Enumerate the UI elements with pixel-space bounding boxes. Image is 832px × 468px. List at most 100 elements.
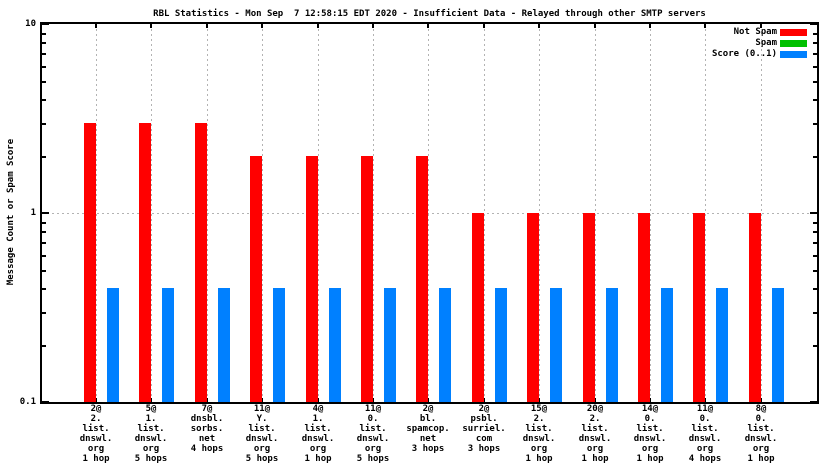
x-tick-label-line: 5 hops	[356, 454, 390, 464]
x-tick-label-line: 0.	[367, 414, 379, 424]
xtick-top-3	[261, 24, 263, 28]
xtick-bottom-11	[704, 398, 706, 402]
legend-swatch-score-0-1	[780, 51, 807, 58]
xtick-top-12	[760, 24, 762, 28]
x-tick-label-line: org	[752, 444, 770, 454]
ytick-minor-right	[813, 270, 817, 272]
xtick-bottom-2	[206, 398, 208, 402]
bar-score-0-1-2	[218, 288, 230, 402]
gridline-x-10	[650, 24, 651, 402]
xtick-bottom-1	[150, 398, 152, 402]
x-tick-label-line: 3 hops	[411, 444, 445, 454]
x-tick-label-line: 8@	[755, 404, 767, 414]
ytick-minor-right	[813, 255, 817, 257]
x-tick-label-7: 2@ psbl. surriel. com 3 hops	[456, 404, 512, 454]
x-tick-label-4: 4@ 1. list. dnswl. org 1 hop	[290, 404, 346, 464]
legend-swatch-spam	[780, 40, 807, 47]
ytick-minor-left	[42, 255, 46, 257]
bar-score-0-1-4	[329, 288, 341, 402]
bar-not-spam-0	[84, 123, 96, 402]
ytick-minor-right	[813, 242, 817, 244]
ytick-major-right-10	[810, 23, 817, 25]
bar-score-0-1-11	[716, 288, 728, 402]
x-tick-label-3: 11@ Y. list. dnswl. org 5 hops	[234, 404, 290, 464]
x-tick-label-line: 1.	[312, 414, 324, 424]
x-tick-label-line: 3 hops	[467, 444, 501, 454]
legend-label-not-spam: Not Spam	[733, 27, 777, 37]
x-tick-label-line: 2.	[90, 414, 102, 424]
x-tick-label-line: dnswl.	[301, 434, 335, 444]
bar-not-spam-6	[416, 156, 428, 402]
bar-score-0-1-12	[772, 288, 784, 402]
xtick-top-8	[538, 24, 540, 28]
ytick-minor-right	[813, 123, 817, 125]
xtick-top-5	[372, 24, 374, 28]
ytick-minor-right	[813, 231, 817, 233]
x-tick-label-line: 2@	[478, 404, 490, 414]
x-tick-label-line: net	[419, 434, 437, 444]
gridline-x-9	[595, 24, 596, 402]
ytick-minor-left	[42, 156, 46, 158]
x-tick-label-line: org	[253, 444, 271, 454]
x-tick-label-2: 7@ dnsbl. sorbs. net 4 hops	[179, 404, 235, 454]
bar-not-spam-2	[195, 123, 207, 402]
x-tick-label-line: 5@	[145, 404, 157, 414]
x-tick-label-line: 1 hop	[525, 454, 553, 464]
x-tick-label-line: bl.	[419, 414, 437, 424]
x-tick-label-line: org	[696, 444, 714, 454]
x-tick-label-line: net	[198, 434, 216, 444]
xtick-top-2	[206, 24, 208, 28]
xtick-top-9	[594, 24, 596, 28]
ytick-minor-right	[813, 312, 817, 314]
ytick-minor-left	[42, 312, 46, 314]
xtick-bottom-7	[483, 398, 485, 402]
ytick-minor-left	[42, 53, 46, 55]
ytick-major-right-1	[810, 212, 817, 214]
bar-not-spam-11	[693, 213, 705, 402]
bar-score-0-1-5	[384, 288, 396, 402]
bar-not-spam-4	[306, 156, 318, 402]
xtick-bottom-8	[538, 398, 540, 402]
bar-not-spam-7	[472, 213, 484, 402]
gridline-x-12	[761, 24, 762, 402]
gridline-x-8	[539, 24, 540, 402]
x-tick-label-line: 11@	[253, 404, 271, 414]
x-tick-label-line: dnswl.	[134, 434, 168, 444]
x-tick-label-line: 20@	[586, 404, 604, 414]
gridline-x-11	[705, 24, 706, 402]
x-tick-label-line: dnswl.	[356, 434, 390, 444]
bar-score-0-1-1	[162, 288, 174, 402]
xtick-top-4	[317, 24, 319, 28]
x-tick-label-line: sorbs.	[190, 424, 224, 434]
x-tick-label-line: list.	[747, 424, 775, 434]
gridline-x-2	[207, 24, 208, 402]
ytick-minor-left	[42, 99, 46, 101]
ytick-major-left-0.1	[42, 401, 49, 403]
bar-not-spam-1	[139, 123, 151, 402]
x-tick-label-line: 1 hop	[581, 454, 609, 464]
ytick-minor-left	[42, 242, 46, 244]
gridline-x-4	[318, 24, 319, 402]
ytick-minor-right	[813, 81, 817, 83]
x-tick-label-line: org	[87, 444, 105, 454]
x-tick-label-line: dnswl.	[578, 434, 612, 444]
x-tick-label-line: list.	[525, 424, 553, 434]
x-tick-label-line: 5 hops	[134, 454, 168, 464]
x-tick-label-line: 4@	[312, 404, 324, 414]
ytick-major-left-1	[42, 212, 49, 214]
x-tick-label-11: 11@ 0. list. dnswl. org 4 hops	[677, 404, 733, 464]
bar-not-spam-5	[361, 156, 373, 402]
x-tick-label-line: list.	[82, 424, 110, 434]
bar-not-spam-12	[749, 213, 761, 402]
x-tick-label-line: 0.	[755, 414, 767, 424]
bar-score-0-1-8	[550, 288, 562, 402]
y-tick-label-1: 1	[30, 208, 36, 218]
x-tick-label-line: list.	[581, 424, 609, 434]
x-tick-label-line: dnswl.	[633, 434, 667, 444]
xtick-bottom-3	[261, 398, 263, 402]
gridline-x-7	[484, 24, 485, 402]
x-tick-label-line: org	[586, 444, 604, 454]
x-tick-label-line: surriel.	[462, 424, 506, 434]
chart-title: RBL Statistics - Mon Sep 7 12:58:15 EDT …	[153, 9, 706, 19]
